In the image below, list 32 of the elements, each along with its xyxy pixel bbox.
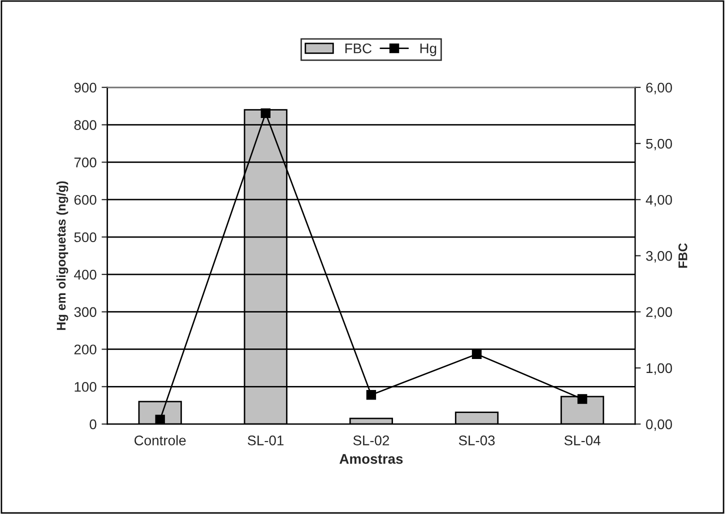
- y-tick-label: 700: [74, 158, 96, 168]
- y-tick-label: 100: [74, 382, 96, 392]
- x-tick-label: Controle: [134, 435, 186, 446]
- x-tick-label: SL-02: [353, 436, 390, 446]
- y-tick-label: 400: [74, 270, 96, 280]
- y2-tick-label: 0,00: [646, 419, 672, 431]
- y2-tick-label: 2,00: [646, 307, 672, 319]
- y-tick-label: 600: [74, 194, 96, 205]
- y2-tick-label: 4,00: [646, 194, 672, 206]
- y2-axis-title: FBC: [678, 243, 688, 268]
- x-tick-label: SL-01: [248, 436, 284, 446]
- point: [260, 108, 270, 118]
- y2-tick-label: 6,00: [646, 82, 672, 94]
- x-tick-label: SL-04: [564, 436, 600, 446]
- x-tick-label: SL-03: [458, 436, 495, 446]
- point: [366, 390, 376, 400]
- y-tick-label: 0: [90, 419, 96, 430]
- point: [155, 414, 165, 424]
- y2-tick-label: 5,00: [646, 138, 672, 150]
- y-tick-label: 800: [74, 120, 96, 130]
- y-tick-label: 900: [74, 82, 96, 93]
- point: [472, 349, 482, 359]
- x-axis-title: Amostras: [340, 454, 403, 464]
- y-axis-title: Hg em oligoquetas (ng/g): [56, 181, 68, 330]
- legend-label: FBC: [345, 43, 372, 54]
- legend-label: Hg: [420, 44, 436, 56]
- y-tick-label: 300: [74, 307, 96, 317]
- y2-tick-label: 1,00: [646, 363, 672, 375]
- y-tick-label: 200: [74, 344, 96, 354]
- y-tick-label: 500: [74, 232, 96, 242]
- point: [577, 394, 588, 404]
- y2-tick-label: 3,00: [646, 251, 672, 263]
